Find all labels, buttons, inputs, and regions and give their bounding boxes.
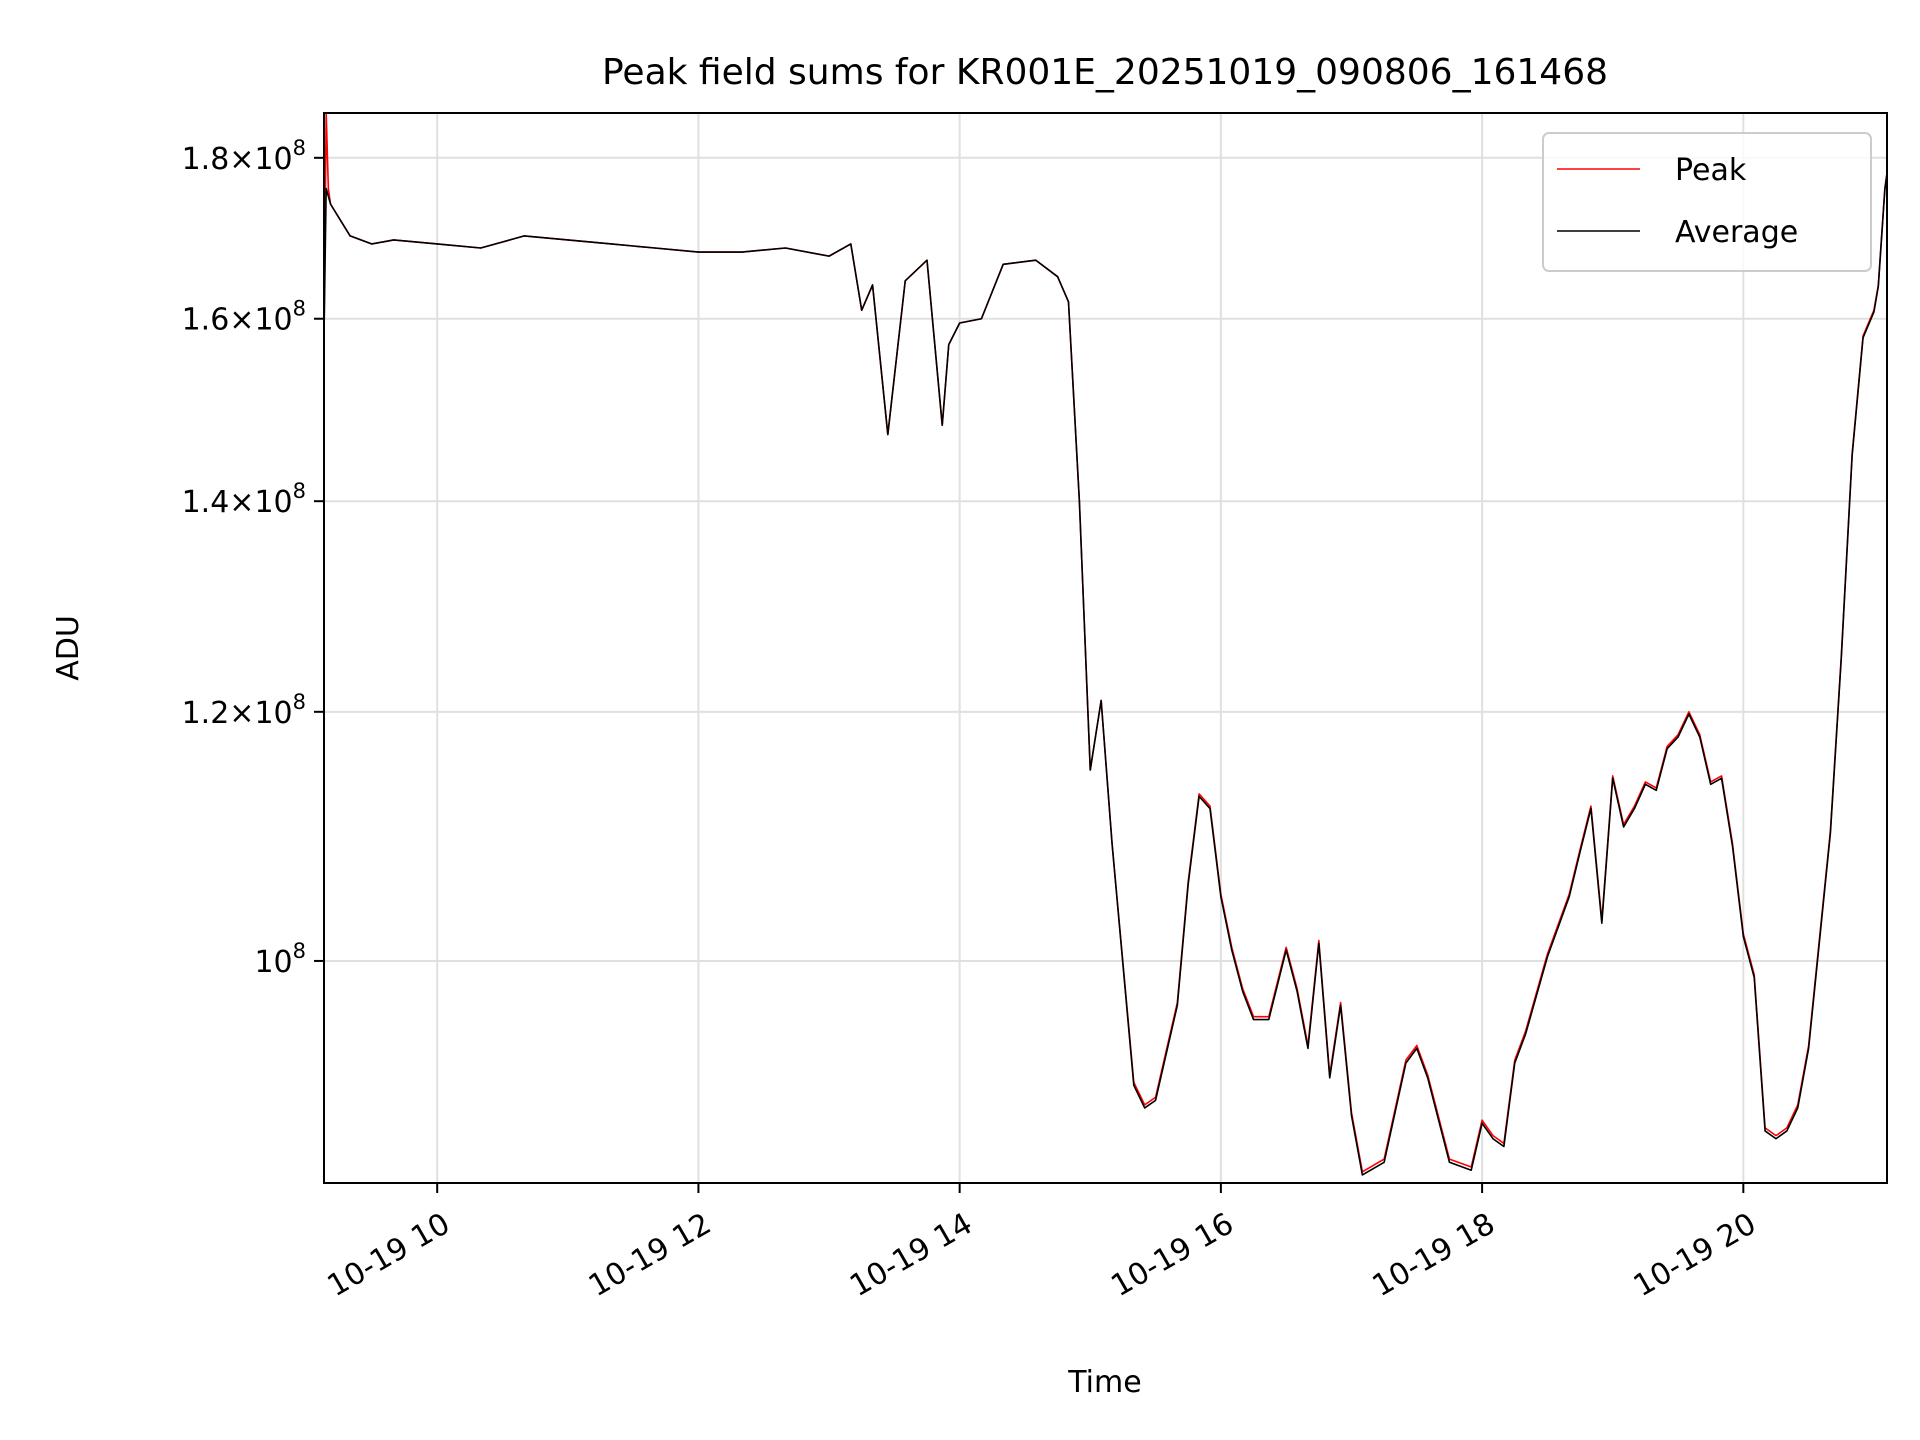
legend-box [1542, 132, 1872, 272]
legend: Peak Average [1542, 132, 1872, 272]
legend-average-label: Average [1675, 215, 1798, 250]
plot-area [324, 113, 1887, 1176]
series-layer [324, 113, 1887, 1176]
y-tick-label: 1.8×108 [182, 136, 306, 177]
x-axis-label: Time [1067, 1365, 1141, 1400]
y-tick-label: 1.6×108 [182, 297, 306, 338]
y-axis-label: ADU [51, 615, 86, 681]
chart-title: Peak field sums for KR001E_20251019_0908… [602, 52, 1608, 93]
plot-frame [323, 112, 1888, 1184]
y-tick-label: 108 [254, 939, 306, 980]
legend-peak-label: Peak [1675, 153, 1747, 188]
y-tick-label: 1.2×108 [182, 690, 306, 731]
y-tick-label: 1.4×108 [182, 479, 306, 520]
series-line-average [324, 172, 1887, 1176]
